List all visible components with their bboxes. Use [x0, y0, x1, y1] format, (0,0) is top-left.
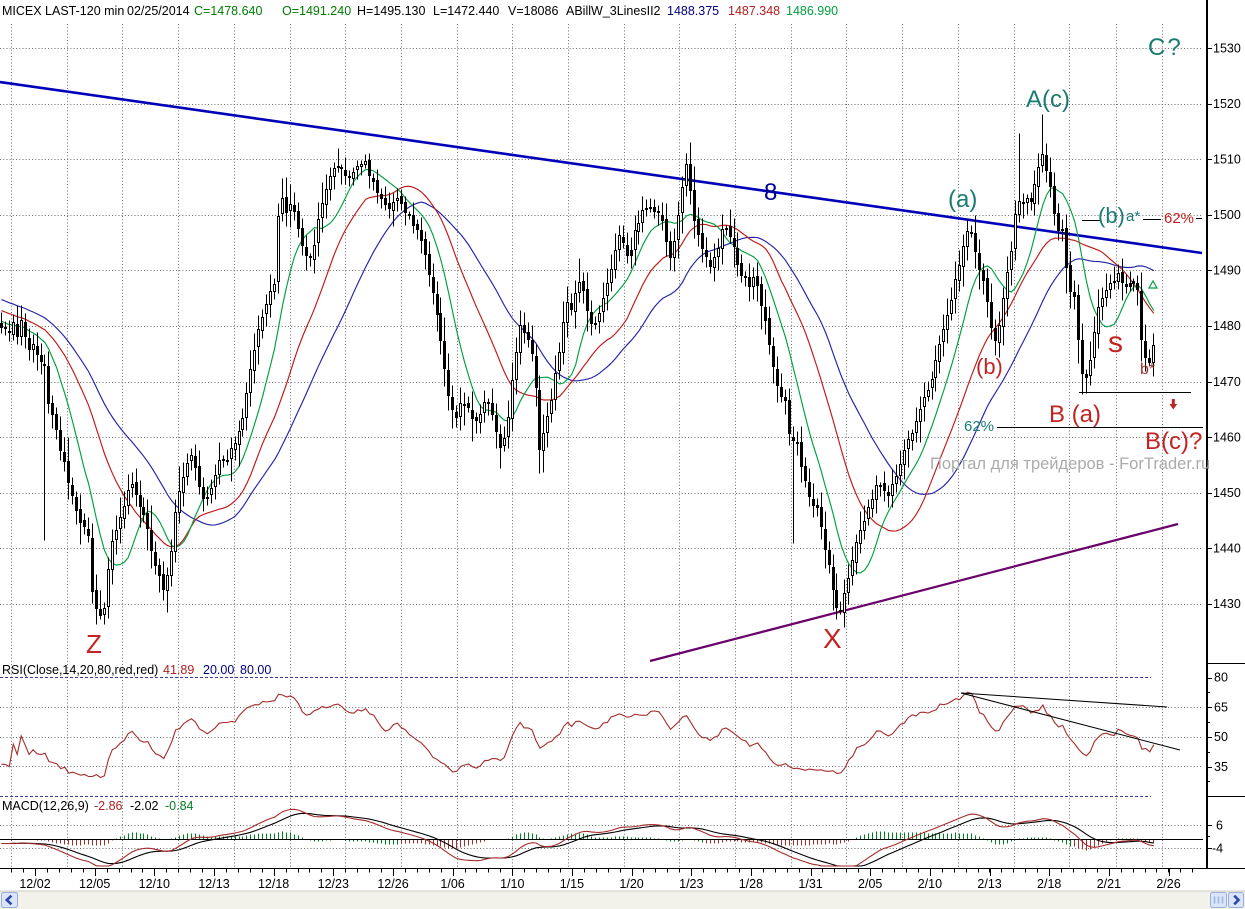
svg-text:62%: 62%: [964, 418, 994, 435]
svg-text:12/02: 12/02: [19, 877, 50, 891]
svg-text:12/23: 12/23: [318, 877, 349, 891]
svg-text:50: 50: [1214, 730, 1228, 744]
svg-text:1/28: 1/28: [739, 877, 763, 891]
svg-text:1430: 1430: [1213, 597, 1241, 611]
svg-text:Портал для трейдеров - ForTrad: Портал для трейдеров - ForTrader.ru: [930, 455, 1210, 473]
svg-text:80.00: 80.00: [240, 663, 271, 677]
svg-text:62%: 62%: [1164, 210, 1194, 227]
svg-text:1470: 1470: [1213, 375, 1241, 389]
svg-text:(b): (b): [1098, 203, 1125, 228]
svg-text:(a): (a): [948, 186, 977, 213]
svg-text:2/18: 2/18: [1037, 877, 1061, 891]
svg-text:12/18: 12/18: [258, 877, 289, 891]
svg-text:MICEX LAST-120 min: MICEX LAST-120 min: [2, 4, 124, 18]
svg-text:L=1472.440: L=1472.440: [433, 4, 499, 18]
svg-text:H=1495.130: H=1495.130: [357, 4, 426, 18]
svg-text:1500: 1500: [1213, 208, 1241, 222]
svg-text:1450: 1450: [1213, 486, 1241, 500]
svg-text:02/25/2014: 02/25/2014: [127, 4, 190, 18]
svg-text:1520: 1520: [1213, 97, 1241, 111]
svg-text:(b): (b): [976, 354, 1003, 379]
svg-text:-2.86: -2.86: [94, 799, 123, 813]
svg-text:-0.84: -0.84: [165, 799, 194, 813]
svg-text:12/10: 12/10: [139, 877, 170, 891]
svg-text:1/10: 1/10: [500, 877, 524, 891]
svg-text:80: 80: [1214, 671, 1228, 685]
svg-text:20.00: 20.00: [203, 663, 234, 677]
svg-text:C=1478.640: C=1478.640: [194, 4, 263, 18]
svg-text:1488.375: 1488.375: [667, 4, 719, 18]
svg-text:2/21: 2/21: [1097, 877, 1121, 891]
svg-text:1/31: 1/31: [798, 877, 822, 891]
svg-text:12/26: 12/26: [377, 877, 408, 891]
svg-text:RSI(Close,14,20,80,red,red): RSI(Close,14,20,80,red,red): [2, 663, 158, 677]
svg-text:1440: 1440: [1213, 542, 1241, 556]
svg-text:1490: 1490: [1213, 264, 1241, 278]
svg-text:B(c)?: B(c)?: [1145, 428, 1202, 455]
svg-text:1510: 1510: [1213, 153, 1241, 167]
svg-text:a*: a*: [1126, 208, 1140, 225]
svg-text:b*: b*: [1140, 361, 1155, 378]
svg-text:V=18086: V=18086: [508, 4, 558, 18]
svg-text:C?: C?: [1148, 34, 1183, 61]
svg-text:12/13: 12/13: [198, 877, 229, 891]
svg-text:8: 8: [764, 179, 777, 206]
svg-text:1/23: 1/23: [679, 877, 703, 891]
svg-text:2/05: 2/05: [858, 877, 882, 891]
svg-text:1/15: 1/15: [560, 877, 584, 891]
svg-text:MACD(12,26,9): MACD(12,26,9): [2, 799, 89, 813]
svg-text:65: 65: [1214, 700, 1228, 714]
svg-text:ABillW_3LinesII2: ABillW_3LinesII2: [566, 4, 661, 18]
svg-text:2/26: 2/26: [1156, 877, 1180, 891]
svg-text:41.89: 41.89: [163, 663, 194, 677]
svg-text:B (a): B (a): [1049, 401, 1101, 428]
svg-text:A(c): A(c): [1026, 86, 1070, 113]
svg-text:1/20: 1/20: [619, 877, 643, 891]
svg-text:X: X: [823, 623, 842, 654]
svg-text:-4: -4: [1212, 841, 1223, 855]
svg-text:1/06: 1/06: [440, 877, 464, 891]
svg-text:1486.990: 1486.990: [786, 4, 838, 18]
svg-text:2/13: 2/13: [977, 877, 1001, 891]
svg-text:Z: Z: [86, 629, 102, 659]
svg-text:-2.02: -2.02: [130, 799, 159, 813]
svg-text:1480: 1480: [1213, 319, 1241, 333]
svg-text:1530: 1530: [1213, 41, 1241, 55]
svg-text:1487.348: 1487.348: [728, 4, 780, 18]
svg-text:s: s: [1108, 326, 1123, 359]
svg-text:2/10: 2/10: [918, 877, 942, 891]
svg-text:12/05: 12/05: [79, 877, 110, 891]
svg-text:1460: 1460: [1213, 430, 1241, 444]
svg-text:6: 6: [1216, 818, 1223, 832]
svg-text:O=1491.240: O=1491.240: [282, 4, 351, 18]
svg-text:35: 35: [1214, 760, 1228, 774]
